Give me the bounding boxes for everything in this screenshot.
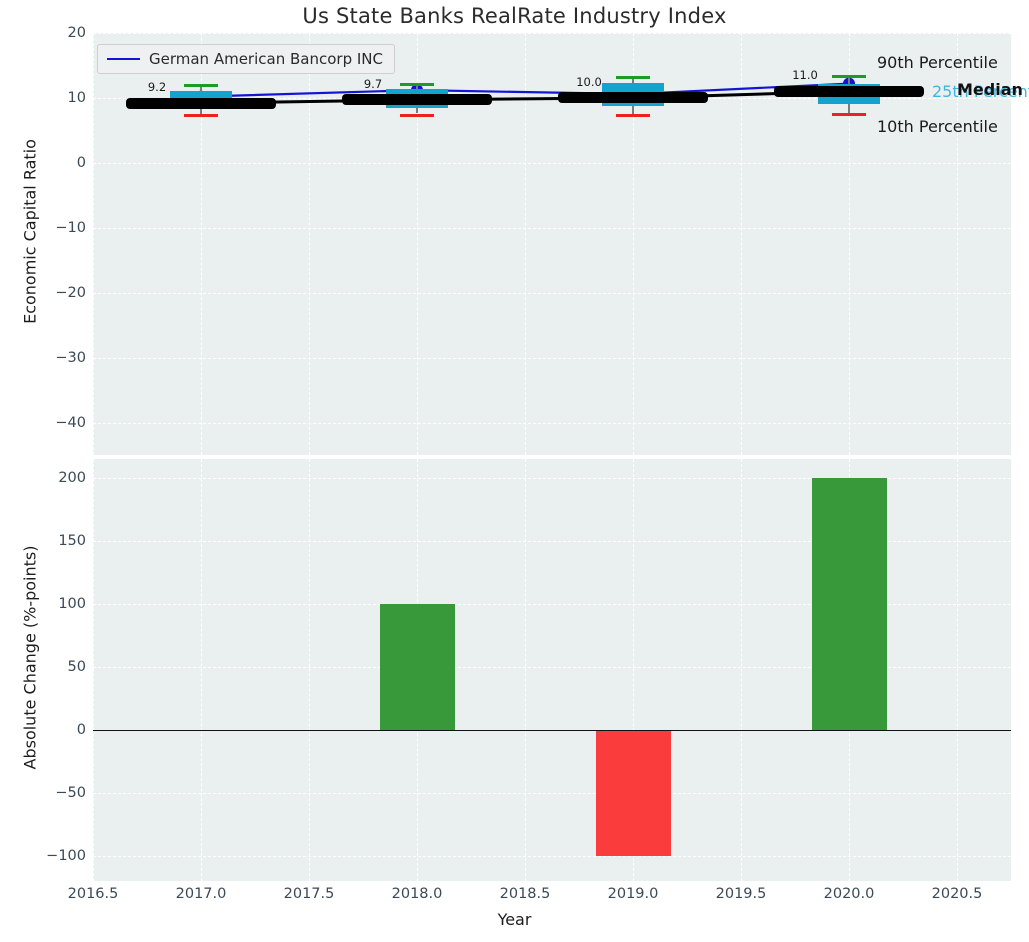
bar-2020 — [811, 477, 887, 730]
y-axis-label-top: Economic Capital Ratio — [20, 139, 40, 324]
median-value-label: 9.2 — [147, 80, 167, 95]
x-axis-tick-label: 2018.0 — [391, 886, 443, 902]
cap-10th-percentile — [832, 112, 866, 116]
y-axis-tick-label: 50 — [67, 658, 86, 675]
y-axis-tick-label: −10 — [55, 219, 86, 236]
cap-10th-percentile — [184, 114, 218, 118]
y-axis-tick-label: 200 — [58, 469, 86, 486]
zero-baseline — [93, 729, 1011, 731]
y-axis-tick-label: −30 — [55, 349, 86, 366]
gridline-vertical — [93, 459, 94, 881]
x-axis-tick-label: 2020.0 — [823, 886, 875, 902]
cap-90th-percentile — [400, 82, 434, 86]
x-axis-tick-label: 2017.5 — [283, 886, 335, 902]
y-axis-tick-label: 0 — [76, 721, 86, 738]
legend-line-swatch — [107, 58, 140, 60]
panel-economic-capital-ratio: 9.2 9.7 10.0 11.0 — [93, 33, 1011, 455]
x-axis-tick-label: 2020.5 — [931, 886, 983, 902]
annotation-10th-percentile: 10th Percentile — [877, 116, 998, 136]
chart-title: Us State Banks RealRate Industry Index — [302, 4, 727, 28]
legend-item-label: German American Bancorp INC — [149, 50, 383, 68]
x-axis-tick-label: 2019.5 — [715, 886, 767, 902]
top-panel-y-axis: 20 10 0 −10 −20 −30 −40 — [0, 25, 86, 455]
y-axis-tick-label: 150 — [58, 532, 86, 549]
gridline-horizontal — [93, 855, 1011, 857]
annotation-25th-percentile: 25th Percentile — [932, 82, 1029, 102]
cap-90th-percentile — [832, 75, 866, 79]
y-axis-tick-label: −40 — [55, 414, 86, 431]
x-axis-label: Year — [497, 910, 532, 929]
annotation-90th-percentile: 90th Percentile — [877, 53, 998, 73]
gridline-vertical — [957, 459, 958, 881]
y-axis-tick-label: 20 — [67, 25, 86, 41]
cap-10th-percentile — [400, 113, 434, 117]
y-axis-tick-label: −20 — [55, 284, 86, 301]
legend[interactable]: German American Bancorp INC — [97, 44, 395, 74]
x-axis-tick-label: 2017.0 — [175, 886, 227, 902]
cap-90th-percentile — [616, 75, 650, 79]
cap-90th-percentile — [184, 84, 218, 88]
median-value-label: 10.0 — [576, 74, 602, 89]
x-axis-tick-label: 2016.5 — [67, 886, 119, 902]
annotation-median: Median — [957, 80, 1023, 100]
median-bar — [126, 97, 276, 109]
y-axis-tick-label: 0 — [76, 154, 86, 171]
gridline-horizontal — [93, 792, 1011, 794]
series-line-german-american-bancorp — [200, 82, 850, 98]
y-axis-tick-label: 100 — [58, 595, 86, 612]
x-axis-tick-label: 2018.5 — [499, 886, 551, 902]
gridline-vertical — [525, 459, 526, 881]
gridline-vertical — [309, 459, 310, 881]
median-bar — [774, 85, 924, 97]
cap-10th-percentile — [616, 114, 650, 118]
y-axis-tick-label: 10 — [67, 89, 86, 106]
median-value-label: 11.0 — [792, 68, 818, 83]
panel-absolute-change — [93, 459, 1011, 881]
median-connector-line — [200, 89, 850, 105]
x-axis-tick-label: 2019.0 — [607, 886, 659, 902]
gridline-vertical — [741, 459, 742, 881]
gridline-vertical — [201, 459, 202, 881]
bottom-panel-y-axis: 200 150 100 50 0 −50 −100 — [0, 459, 86, 881]
median-bar — [342, 94, 492, 106]
y-axis-tick-label: −50 — [55, 784, 86, 801]
median-value-label: 9.7 — [363, 76, 383, 91]
bar-2019 — [595, 729, 671, 856]
y-axis-label-bottom: Absolute Change (%-points) — [20, 545, 40, 770]
y-axis-tick-label: −100 — [46, 847, 86, 864]
bar-2018 — [379, 603, 455, 730]
median-bar — [558, 92, 708, 104]
